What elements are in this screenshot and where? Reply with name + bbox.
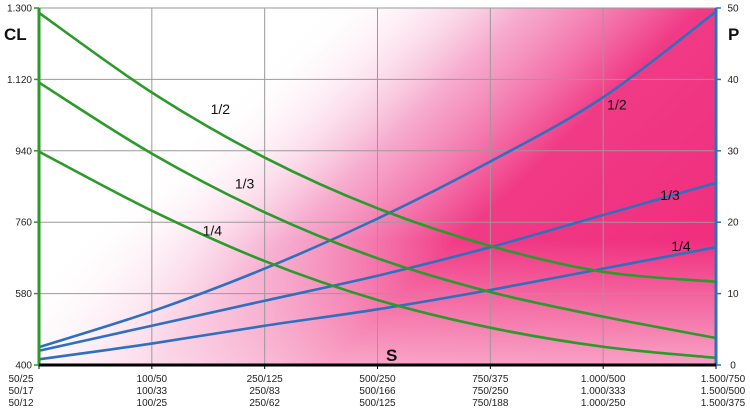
x-tick-label: 250/125	[247, 374, 284, 385]
x-tick-label: 250/62	[249, 398, 280, 409]
p-series-label: 1/2	[607, 96, 627, 112]
x-tick-label: 50/17	[8, 386, 33, 397]
right-tick-label: 0	[730, 361, 736, 372]
left-tick-label: 1.300	[7, 4, 32, 15]
right-tick-label: 30	[727, 146, 739, 157]
right-axis-ticks: 0 10 20 30 40 50	[716, 4, 739, 372]
x-tick-label: 50/25	[8, 374, 33, 385]
x-tick-label: 100/50	[137, 374, 168, 385]
x-tick-label: 750/250	[472, 386, 509, 397]
curves	[38, 10, 717, 361]
cl-series-label: 1/2	[211, 101, 231, 117]
x-tick-label: 100/25	[137, 398, 168, 409]
left-tick-label: 760	[15, 218, 32, 229]
p-series-line	[38, 245, 717, 361]
x-tick-label: 1.000/250	[581, 398, 626, 409]
cl-series-label: 1/3	[235, 176, 255, 192]
left-axis-title: CL	[4, 25, 27, 44]
cl-series-line	[38, 11, 717, 283]
x-tick-label: 1.500/375	[701, 398, 746, 409]
p-series-label: 1/4	[671, 238, 691, 254]
left-tick-label: 580	[15, 289, 32, 300]
p-series-line	[38, 181, 717, 352]
curve-labels: 1/2 1/3 1/4 1/2 1/3 1/4	[203, 96, 691, 254]
cl-series-line	[38, 81, 717, 340]
x-tick-label: 1.500/750	[701, 374, 746, 385]
x-tick-label: 50/12	[8, 398, 33, 409]
left-tick-label: 400	[15, 361, 32, 372]
right-axis-title: P	[728, 25, 739, 44]
right-tick-label: 40	[727, 75, 739, 86]
right-tick-label: 10	[727, 289, 739, 300]
x-tick-label: 1.500/500	[701, 386, 746, 397]
left-tick-label: 1.120	[7, 75, 32, 86]
right-tick-label: 20	[727, 218, 739, 229]
p-series-line	[38, 10, 717, 349]
x-tick-label: 750/375	[472, 374, 509, 385]
x-tick-label: 750/188	[472, 398, 509, 409]
x-tick-label: 100/33	[137, 386, 168, 397]
x-tick-label: 1.000/333	[581, 386, 626, 397]
grid-lines	[39, 7, 716, 365]
left-tick-label: 940	[15, 146, 32, 157]
x-tick-label: 500/250	[359, 374, 396, 385]
x-tick-label: 250/83	[249, 386, 280, 397]
cl-series-line	[38, 150, 717, 360]
x-axis-title: S	[386, 346, 397, 365]
cl-series-label: 1/4	[203, 222, 223, 238]
x-tick-label: 1.000/500	[581, 374, 626, 385]
left-axis-ticks: 400 580 760 940 1.120 1.300	[7, 4, 39, 372]
p-series-label: 1/3	[660, 187, 680, 203]
x-tick-label: 500/166	[359, 386, 396, 397]
x-tick-label: 500/125	[359, 398, 396, 409]
right-tick-label: 50	[727, 4, 739, 15]
